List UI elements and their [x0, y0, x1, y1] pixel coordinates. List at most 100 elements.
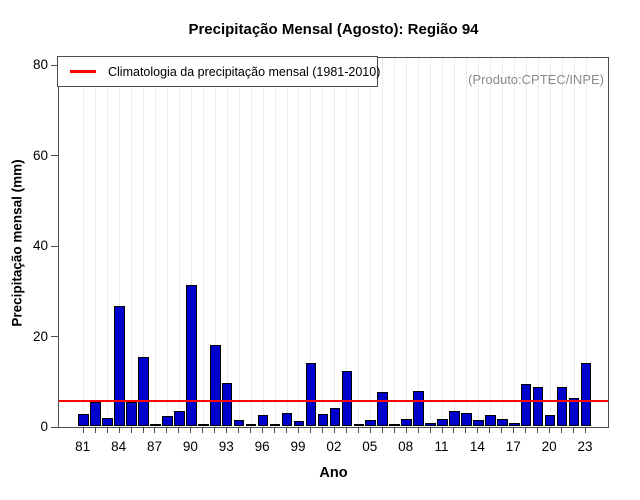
gridline-2005 [370, 58, 372, 427]
y-tick-0 [51, 426, 58, 428]
x-tick-label-2014: 14 [469, 439, 485, 454]
bar-2022 [568, 398, 580, 426]
x-tick-label-2017: 17 [505, 439, 521, 454]
gridline-1990 [190, 58, 192, 427]
bar-1995 [245, 424, 257, 426]
bar-2015 [485, 414, 496, 426]
x-tick-2017 [513, 428, 515, 433]
x-tick-2023 [585, 428, 587, 433]
gridline-2009 [418, 58, 420, 427]
y-tick-80 [51, 64, 58, 66]
bar-1994 [233, 419, 245, 426]
x-tick-label-1981: 81 [75, 439, 91, 454]
gridline-2023 [585, 58, 587, 427]
bar-1985 [126, 402, 137, 426]
bar-1984 [114, 306, 125, 426]
gridline-1982 [95, 58, 97, 427]
x-tick-2001 [321, 428, 323, 433]
gridline-2012 [453, 58, 455, 427]
x-tick-2015 [489, 428, 491, 433]
gridline-1984 [119, 58, 121, 427]
gridline-1998 [286, 58, 288, 427]
x-tick-1991 [202, 428, 204, 433]
bar-1981 [78, 414, 89, 426]
y-tick-20 [51, 336, 58, 337]
gridline-1999 [298, 58, 300, 427]
x-tick-label-2005: 05 [362, 439, 378, 454]
x-tick-2002 [333, 428, 335, 433]
x-tick-2000 [309, 428, 311, 433]
bar-2001 [317, 413, 329, 426]
gridline-2018 [525, 58, 527, 427]
bar-2008 [401, 418, 412, 426]
bar-1983 [102, 417, 113, 426]
bar-2010 [425, 423, 436, 426]
bar-2012 [449, 411, 460, 426]
gridline-1983 [107, 58, 109, 427]
bar-2014 [473, 419, 484, 426]
gridline-1991 [202, 58, 204, 427]
y-tick-60 [51, 155, 58, 156]
x-tick-1998 [286, 428, 288, 433]
gridline-2008 [406, 58, 408, 427]
gridline-1993 [226, 58, 228, 427]
bar-1997 [269, 424, 281, 426]
bar-1999 [293, 421, 305, 426]
x-tick-2005 [369, 428, 371, 433]
x-tick-1997 [274, 428, 276, 433]
x-tick-2008 [405, 428, 407, 433]
x-tick-2006 [381, 428, 383, 433]
x-tick-1985 [130, 428, 132, 433]
bar-2020 [544, 415, 556, 426]
bar-1992 [210, 345, 221, 426]
x-tick-1986 [142, 428, 144, 433]
gridline-2014 [477, 58, 479, 427]
gridline-2007 [394, 58, 396, 427]
x-tick-1984 [118, 428, 120, 433]
gridline-1992 [214, 58, 216, 427]
x-tick-label-1993: 93 [218, 439, 234, 454]
x-tick-2004 [357, 428, 359, 433]
bar-2016 [497, 419, 508, 426]
y-tick-label-80: 80 [32, 57, 48, 72]
gridline-2020 [549, 58, 551, 427]
bar-1991 [198, 424, 209, 426]
bar-1987 [150, 424, 161, 426]
x-tick-2019 [537, 428, 539, 433]
bar-1990 [186, 284, 197, 426]
gridline-2013 [465, 58, 467, 427]
x-tick-1994 [238, 428, 240, 433]
y-tick-label-40: 40 [32, 238, 48, 253]
bar-1996 [257, 415, 269, 426]
x-tick-2009 [417, 428, 419, 433]
gridline-2021 [561, 58, 563, 427]
x-tick-2022 [573, 428, 575, 433]
x-tick-label-2002: 02 [326, 439, 342, 454]
y-tick-label-60: 60 [32, 147, 48, 163]
x-tick-2021 [561, 428, 563, 433]
x-tick-label-1996: 96 [254, 439, 270, 454]
x-tick-1983 [106, 428, 108, 433]
gridline-1997 [274, 58, 276, 427]
x-tick-2011 [441, 428, 443, 433]
gridline-1981 [83, 58, 85, 427]
x-tick-1992 [214, 428, 216, 433]
x-tick-1995 [250, 428, 252, 433]
x-tick-1989 [178, 428, 180, 433]
bar-1982 [90, 402, 101, 426]
x-tick-2013 [465, 428, 467, 433]
bar-2019 [532, 387, 544, 426]
bar-2003 [341, 370, 353, 426]
x-tick-label-1999: 99 [290, 439, 306, 454]
x-tick-1990 [190, 428, 192, 433]
bar-2021 [556, 386, 568, 426]
bar-1986 [138, 357, 149, 426]
x-tick-1981 [82, 428, 84, 433]
gridline-2011 [442, 58, 443, 427]
x-tick-1999 [297, 428, 299, 433]
x-tick-label-1990: 90 [182, 439, 198, 454]
y-tick-label-0: 0 [40, 419, 48, 434]
x-tick-label-2023: 23 [577, 439, 593, 454]
gridline-2010 [430, 58, 432, 427]
